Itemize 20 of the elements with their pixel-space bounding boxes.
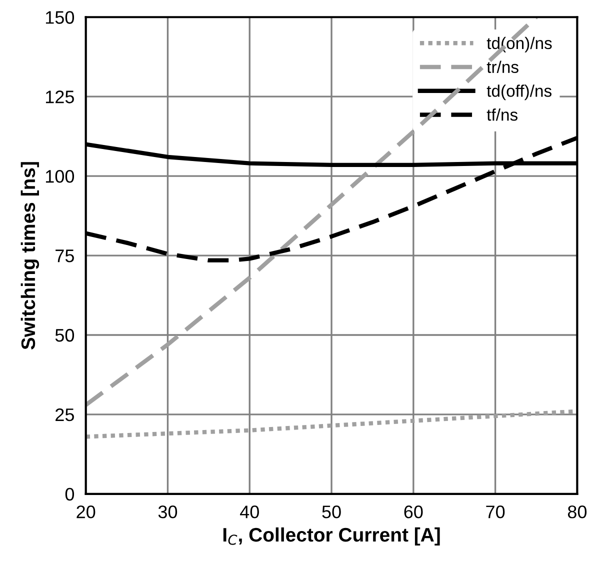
- y-tick-label: 75: [56, 250, 74, 262]
- y-axis-title: Switching times [ns]: [20, 162, 40, 350]
- x-tick-label: 40: [240, 506, 259, 518]
- legend-label: td(on)/ns: [486, 36, 552, 52]
- x-tick-label: 80: [568, 506, 587, 518]
- x-tick-label: 70: [486, 506, 505, 518]
- x-tick-label: 20: [76, 506, 96, 518]
- x-tick-label: 30: [158, 506, 178, 518]
- y-tick-label: 25: [56, 408, 74, 422]
- y-tick-label: 100: [46, 170, 74, 183]
- y-tick-label: 50: [55, 328, 74, 342]
- legend-label: tf/ns: [486, 108, 518, 121]
- y-tick-label: 0: [65, 488, 74, 501]
- y-tick-label: 125: [46, 90, 74, 104]
- x-tick-label: 50: [322, 506, 341, 518]
- x-axis-title: I$_{C}$, Collector Current [A]: [223, 527, 440, 546]
- y-tick-label: 150: [46, 11, 74, 24]
- legend-label: td(off)/ns: [486, 84, 552, 100]
- x-tick-label: 60: [404, 506, 423, 518]
- legend-label: tr/ns: [486, 60, 518, 74]
